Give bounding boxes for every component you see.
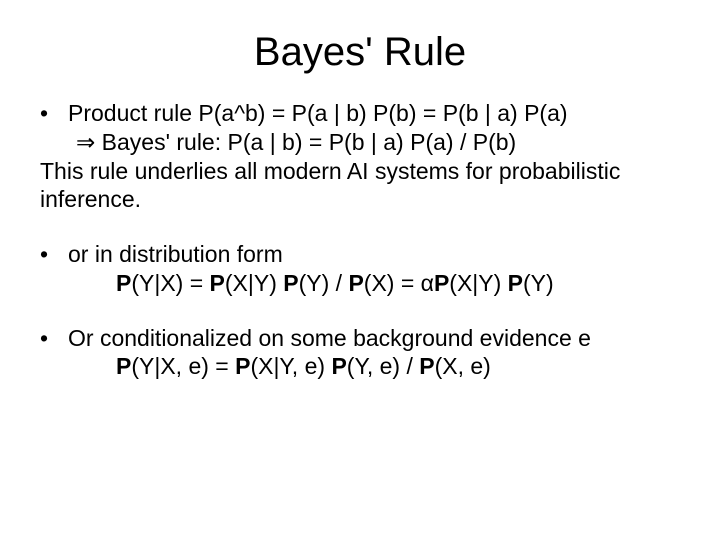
l5-t3: (Y) /	[299, 270, 349, 296]
line-2: ⇒ Bayes' rule: P(a | b) = P(b | a) P(a) …	[40, 128, 680, 157]
l5-p3: P	[283, 270, 298, 296]
l7-t1: (Y|X, e) =	[131, 353, 235, 379]
bullet-1-text: Product rule P(a^b) = P(a | b) P(b) = P(…	[68, 99, 680, 128]
l5-p1: P	[116, 270, 131, 296]
l7-t2: (X|Y, e)	[250, 353, 331, 379]
bullet-2: • or in distribution form	[40, 240, 680, 269]
bullet-3: • Or conditionalized on some background …	[40, 324, 680, 353]
spacer-2	[40, 298, 680, 324]
implies-symbol: ⇒	[76, 129, 95, 155]
slide-body: • Product rule P(a^b) = P(a | b) P(b) = …	[40, 99, 680, 381]
bullet-dot: •	[40, 324, 68, 353]
line-3: This rule underlies all modern AI system…	[40, 157, 680, 215]
l5-t2: (X|Y)	[225, 270, 283, 296]
spacer-1	[40, 214, 680, 240]
slide: Bayes' Rule • Product rule P(a^b) = P(a …	[0, 0, 720, 540]
line-7: P(Y|X, e) = P(X|Y, e) P(Y, e) / P(X, e)	[40, 352, 680, 381]
l7-t3: (Y, e) /	[347, 353, 419, 379]
l7-p3: P	[331, 353, 346, 379]
slide-title: Bayes' Rule	[40, 30, 680, 75]
l5-p5: P	[434, 270, 449, 296]
l5-t6: (Y)	[523, 270, 554, 296]
l5-p4: P	[348, 270, 363, 296]
l5-t4: (X) = α	[364, 270, 434, 296]
l7-p4: P	[419, 353, 434, 379]
l5-t1: (Y|X) =	[131, 270, 209, 296]
l7-p2: P	[235, 353, 250, 379]
bullet-1: • Product rule P(a^b) = P(a | b) P(b) = …	[40, 99, 680, 128]
l7-t4: (X, e)	[435, 353, 491, 379]
bullet-dot: •	[40, 99, 68, 128]
l5-p2: P	[210, 270, 225, 296]
line-2-text: Bayes' rule: P(a | b) = P(b | a) P(a) / …	[95, 129, 516, 155]
line-5: P(Y|X) = P(X|Y) P(Y) / P(X) = αP(X|Y) P(…	[40, 269, 680, 298]
bullet-dot: •	[40, 240, 68, 269]
l5-p6: P	[508, 270, 523, 296]
bullet-2-text: or in distribution form	[68, 240, 680, 269]
l7-p1: P	[116, 353, 131, 379]
l5-t5: (X|Y)	[449, 270, 507, 296]
bullet-3-text: Or conditionalized on some background ev…	[68, 324, 680, 353]
